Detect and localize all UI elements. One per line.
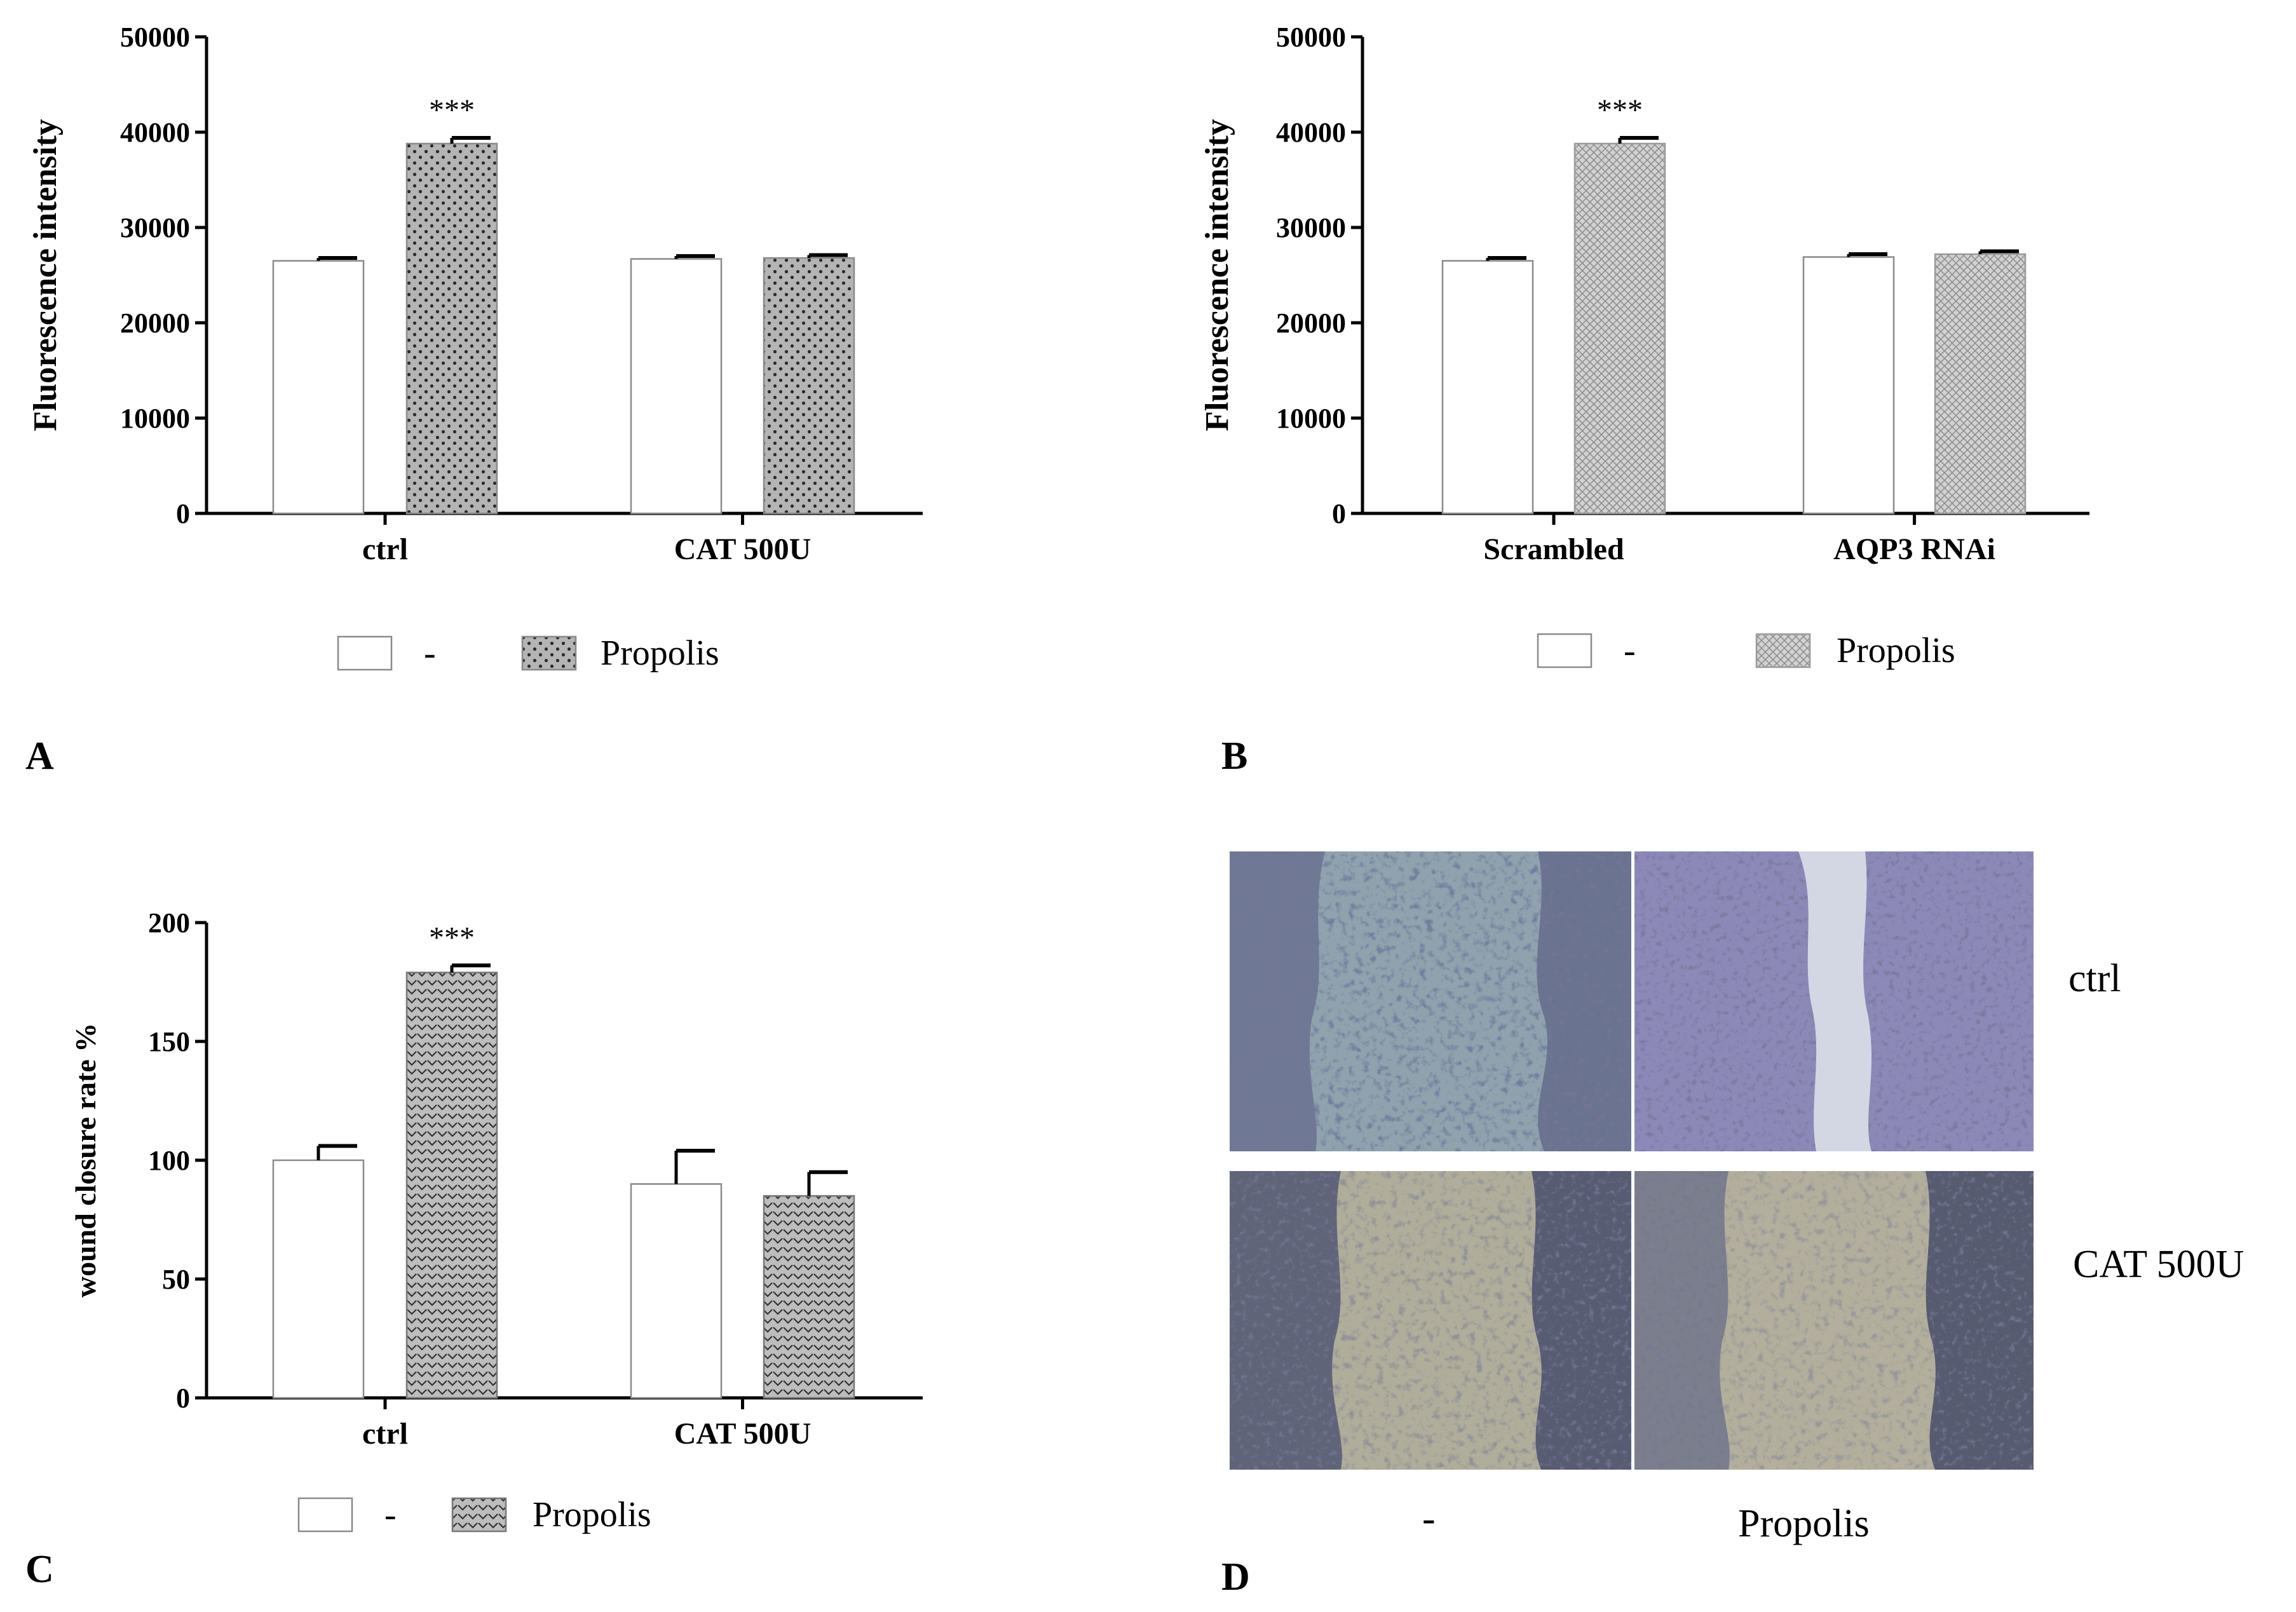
category-label: CAT 500U <box>674 1417 812 1451</box>
y-axis-label: Fluorescence intensity <box>27 119 64 431</box>
y-tick-label: 0 <box>176 498 190 529</box>
legend-swatch <box>1537 633 1593 668</box>
category-label: Scrambled <box>1483 532 1624 566</box>
legend-swatch <box>337 635 393 671</box>
bar-untreated <box>630 1183 723 1399</box>
bar-untreated <box>1441 260 1534 515</box>
y-tick-label: 0 <box>176 1383 190 1414</box>
y-tick-label: 50000 <box>120 22 190 53</box>
y-tick-label: 30000 <box>120 212 190 243</box>
bar-propolis <box>1573 142 1666 515</box>
legend-swatch <box>451 1497 507 1533</box>
legend-swatch <box>1755 633 1811 668</box>
legend-swatch <box>521 635 577 671</box>
legend-label: Propolis <box>533 1495 651 1534</box>
panel-d-photos: ctrl CAT 500U - Propolis <box>1230 851 2244 1545</box>
legend-label: Propolis <box>1837 631 1955 670</box>
category-label: ctrl <box>362 532 408 566</box>
legend-swatch <box>297 1497 353 1533</box>
category-label: AQP3 RNAi <box>1833 532 1995 566</box>
bar-untreated <box>272 1159 365 1399</box>
photo-col-label-untreated: - <box>1422 1497 1436 1540</box>
legend-label: - <box>1624 631 1636 670</box>
panel-letter-a: A <box>25 735 54 778</box>
significance-marker: *** <box>429 921 475 954</box>
panel-letter-c: C <box>25 1548 54 1591</box>
photo-cat-untreated <box>1230 1171 1631 1470</box>
bar-propolis <box>763 1195 855 1399</box>
significance-marker: *** <box>1597 93 1643 127</box>
legend-label: Propolis <box>601 633 719 673</box>
legend-label: - <box>424 633 436 673</box>
y-tick-label: 40000 <box>120 117 190 148</box>
y-tick-label: 50000 <box>1276 22 1346 53</box>
panel-letter-b: B <box>1221 735 1247 778</box>
y-tick-label: 20000 <box>1276 308 1346 339</box>
photo-ctrl-untreated <box>1230 851 1631 1151</box>
y-axis-label: Fluorescence intensity <box>1199 119 1235 431</box>
panel-letter-d: D <box>1221 1555 1250 1599</box>
y-tick-label: 200 <box>148 907 190 938</box>
y-tick-label: 50 <box>162 1264 190 1295</box>
photo-cat-propolis <box>1634 1171 2034 1470</box>
legend-label: - <box>384 1495 397 1534</box>
panel-b-chart: 0 10000 20000 30000 40000 50000 Fluorescence i… <box>1199 22 2089 670</box>
y-tick-label: 20000 <box>120 308 190 339</box>
panel-a-chart: 0 10000 20000 30000 40000 50000 Fluorescence i… <box>27 22 923 673</box>
y-tick-label: 0 <box>1332 498 1346 529</box>
photo-row-label-cat: CAT 500U <box>2073 1243 2244 1286</box>
bar-propolis <box>1934 253 2027 515</box>
bar-untreated <box>630 258 723 515</box>
y-tick-label: 10000 <box>1276 403 1346 434</box>
panel-c-chart: 0 50 100 150 200 wound closure rate % ctrl CAT … <box>69 907 923 1534</box>
y-tick-label: 10000 <box>120 403 190 434</box>
category-label: CAT 500U <box>674 532 812 566</box>
significance-marker: *** <box>429 93 475 127</box>
y-axis-label: wound closure rate % <box>69 1023 102 1297</box>
bar-propolis <box>763 257 855 515</box>
bar-untreated <box>1802 256 1895 515</box>
photo-col-label-propolis: Propolis <box>1738 1502 1870 1545</box>
y-tick-label: 100 <box>148 1145 190 1176</box>
category-label: ctrl <box>362 1417 408 1451</box>
bar-untreated <box>272 260 365 515</box>
bar-propolis <box>405 142 498 515</box>
bar-propolis <box>405 972 498 1399</box>
y-tick-label: 150 <box>148 1026 190 1057</box>
y-tick-label: 30000 <box>1276 212 1346 243</box>
y-tick-label: 40000 <box>1276 117 1346 148</box>
photo-row-label-ctrl: ctrl <box>2068 957 2121 1000</box>
photo-ctrl-propolis <box>1634 851 2034 1151</box>
